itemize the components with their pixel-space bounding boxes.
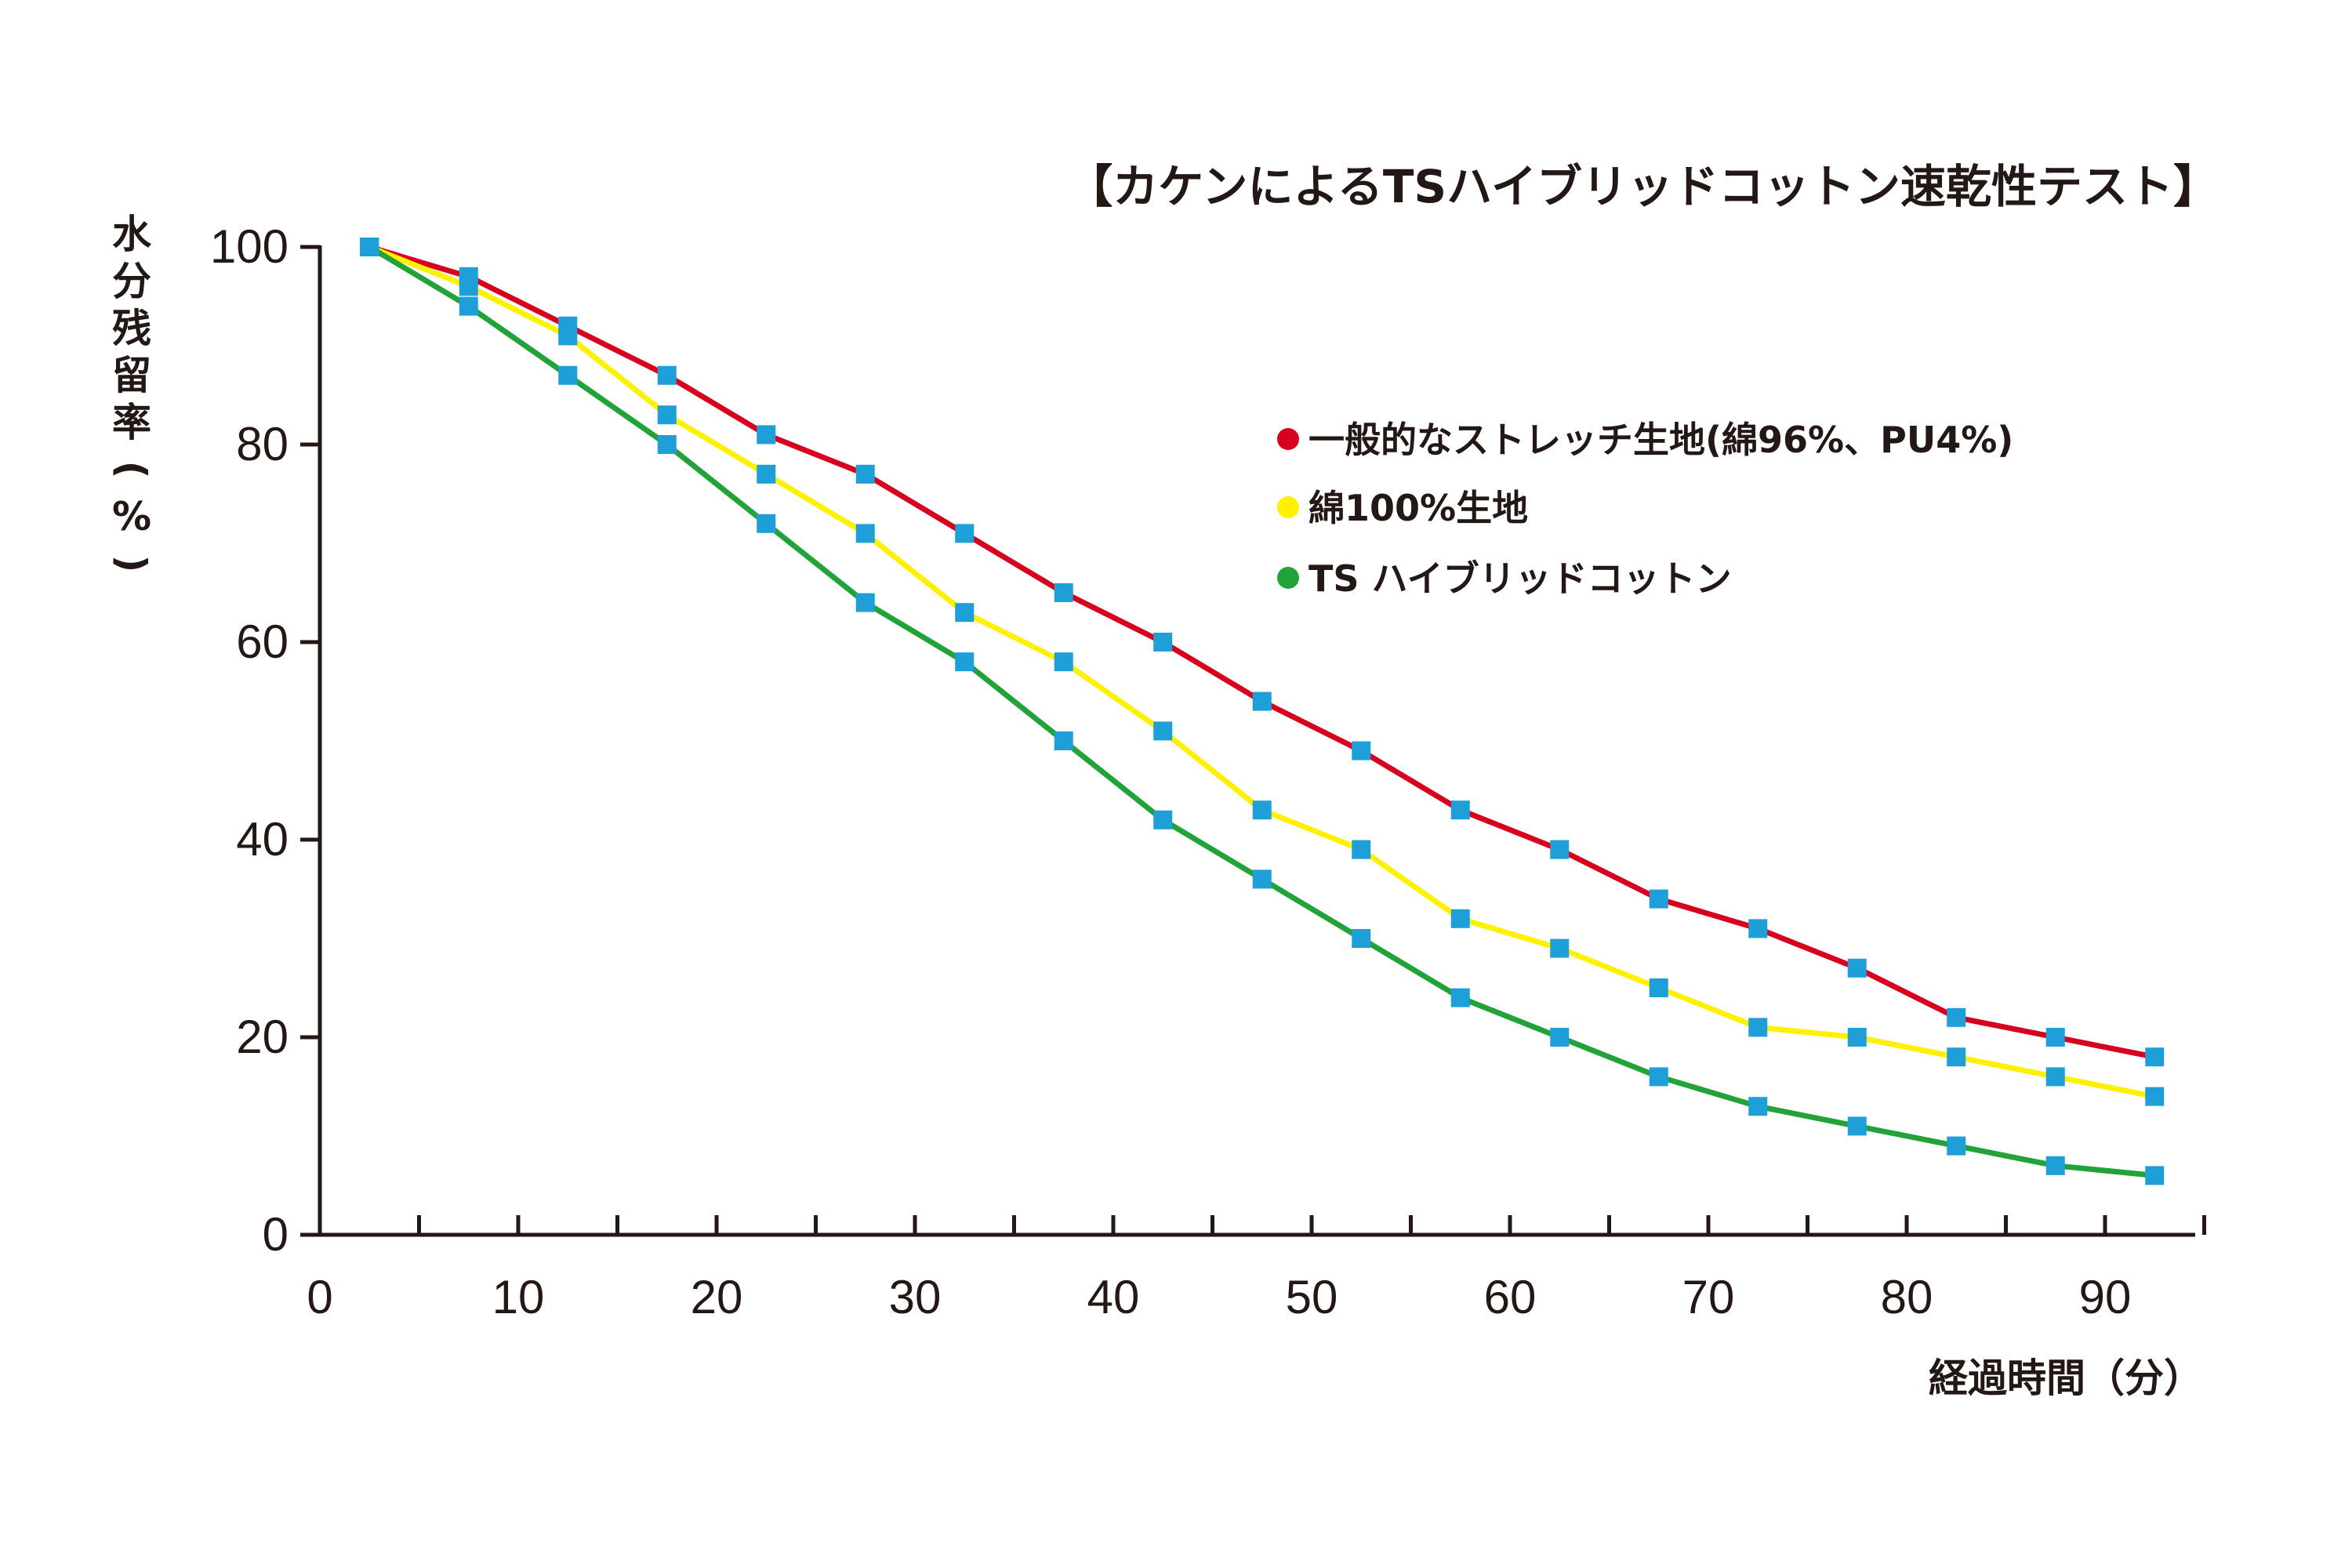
data-point-marker xyxy=(1054,731,1073,750)
data-point-marker xyxy=(757,514,776,533)
data-point-marker xyxy=(1252,800,1272,820)
data-point-marker xyxy=(1550,1028,1570,1047)
x-ticks: 0 10 20 30 40 50 60 70 80 90 xyxy=(307,1215,2206,1323)
x-tick-label: 90 xyxy=(2079,1271,2132,1323)
data-point-marker xyxy=(1550,938,1570,958)
y-tick-label: 100 xyxy=(210,220,289,273)
data-point-marker xyxy=(855,593,875,612)
data-point-marker xyxy=(2145,1047,2165,1067)
data-point-marker xyxy=(2045,1028,2065,1047)
data-point-marker xyxy=(2145,1166,2165,1185)
data-point-marker xyxy=(757,425,776,445)
series-line-1 xyxy=(368,244,2155,1060)
data-point-marker xyxy=(1748,1018,1768,1037)
x-tick-label: 60 xyxy=(1484,1271,1537,1323)
x-tick-label: 70 xyxy=(1682,1271,1735,1323)
y-axis-title-char: 率 xyxy=(112,400,151,445)
data-point-marker xyxy=(459,277,478,296)
y-axis-title-char: 水 xyxy=(112,212,152,257)
y-axis-title-char: ) xyxy=(109,555,154,573)
axes xyxy=(318,245,2195,1237)
data-point-marker xyxy=(757,464,776,484)
data-point-marker xyxy=(1252,869,1272,889)
data-point-marker xyxy=(1649,978,1668,997)
data-point-marker xyxy=(1153,810,1173,829)
data-point-marker xyxy=(657,365,677,385)
legend-label: 綿100%生地 xyxy=(1308,487,1528,529)
data-point-marker xyxy=(558,326,578,346)
data-point-marker xyxy=(1550,840,1570,859)
data-point-marker xyxy=(558,365,578,385)
x-tick-label: 40 xyxy=(1087,1271,1140,1323)
data-point-marker xyxy=(1153,721,1173,741)
legend: 一般的なストレッチ生地(綿96%、PU4%) 綿100%生地 TS ハイブリッドコッ… xyxy=(1277,419,2013,600)
y-tick-label: 20 xyxy=(236,1011,289,1063)
data-point-marker xyxy=(1352,929,1371,948)
series-line-2 xyxy=(368,244,2155,1100)
data-point-marker xyxy=(1847,1116,1867,1136)
data-point-marker xyxy=(1252,691,1272,711)
data-point-marker xyxy=(2045,1156,2065,1175)
data-point-marker xyxy=(1748,919,1768,938)
y-tick-label: 0 xyxy=(263,1208,289,1261)
data-point-marker xyxy=(955,603,975,622)
data-point-marker xyxy=(1947,1136,1966,1156)
data-point-marker xyxy=(657,435,677,454)
data-point-marker xyxy=(955,524,975,543)
x-tick-label: 20 xyxy=(691,1271,743,1323)
series-lines xyxy=(368,244,2155,1178)
data-point-marker xyxy=(1352,741,1371,760)
y-tick-label: 80 xyxy=(236,418,289,470)
data-point-marker xyxy=(360,238,379,256)
y-tick-label: 40 xyxy=(236,813,289,866)
y-axis-title-char: 留 xyxy=(112,353,151,398)
legend-label: TS ハイブリッドコットン xyxy=(1308,557,1732,600)
data-point-marker xyxy=(1649,1067,1668,1087)
data-point-marker xyxy=(955,652,975,672)
x-tick-label: 10 xyxy=(492,1271,545,1323)
y-axis-title-char: 分 xyxy=(112,259,151,304)
legend-dot xyxy=(1277,428,1299,450)
y-axis-title-char: 残 xyxy=(112,306,151,351)
series-line-3 xyxy=(368,244,2155,1178)
data-point-marker xyxy=(1450,800,1470,820)
data-point-marker xyxy=(1450,988,1470,1007)
y-tick-label: 60 xyxy=(236,615,289,668)
data-point-marker xyxy=(1352,840,1371,859)
data-point-marker xyxy=(855,524,875,543)
y-ticks: 0 20 40 60 80 100 xyxy=(210,220,320,1261)
data-point-marker xyxy=(1847,958,1867,978)
data-point-marker xyxy=(657,405,677,425)
x-axis-title: 経過時間（分） xyxy=(1929,1356,2203,1401)
y-axis-title-char: ( xyxy=(109,461,154,479)
data-point-marker xyxy=(2145,1087,2165,1106)
series-markers xyxy=(360,238,2165,1185)
data-point-marker xyxy=(1153,633,1173,652)
legend-dot xyxy=(1277,496,1299,518)
x-tick-label: 50 xyxy=(1286,1271,1338,1323)
data-point-marker xyxy=(2045,1067,2065,1087)
data-point-marker xyxy=(1649,889,1668,909)
data-point-marker xyxy=(1947,1007,1966,1027)
chart-title: 【カケンによるTSハイブリッドコットン速乾性テスト】 xyxy=(1067,160,2219,213)
data-point-marker xyxy=(1054,583,1073,602)
data-point-marker xyxy=(1450,909,1470,928)
legend-label: 一般的なストレッチ生地(綿96%、PU4%) xyxy=(1308,419,2013,461)
x-tick-label: 80 xyxy=(1881,1271,1933,1323)
x-tick-label: 0 xyxy=(307,1271,332,1323)
y-axis-title-char: % xyxy=(112,494,151,539)
x-tick-label: 30 xyxy=(889,1271,942,1323)
data-point-marker xyxy=(1748,1097,1768,1116)
data-point-marker xyxy=(459,296,478,316)
data-point-marker xyxy=(1947,1047,1966,1067)
data-point-marker xyxy=(855,464,875,484)
data-point-marker xyxy=(1847,1028,1867,1047)
data-point-marker xyxy=(1054,652,1073,672)
legend-dot xyxy=(1277,567,1299,589)
